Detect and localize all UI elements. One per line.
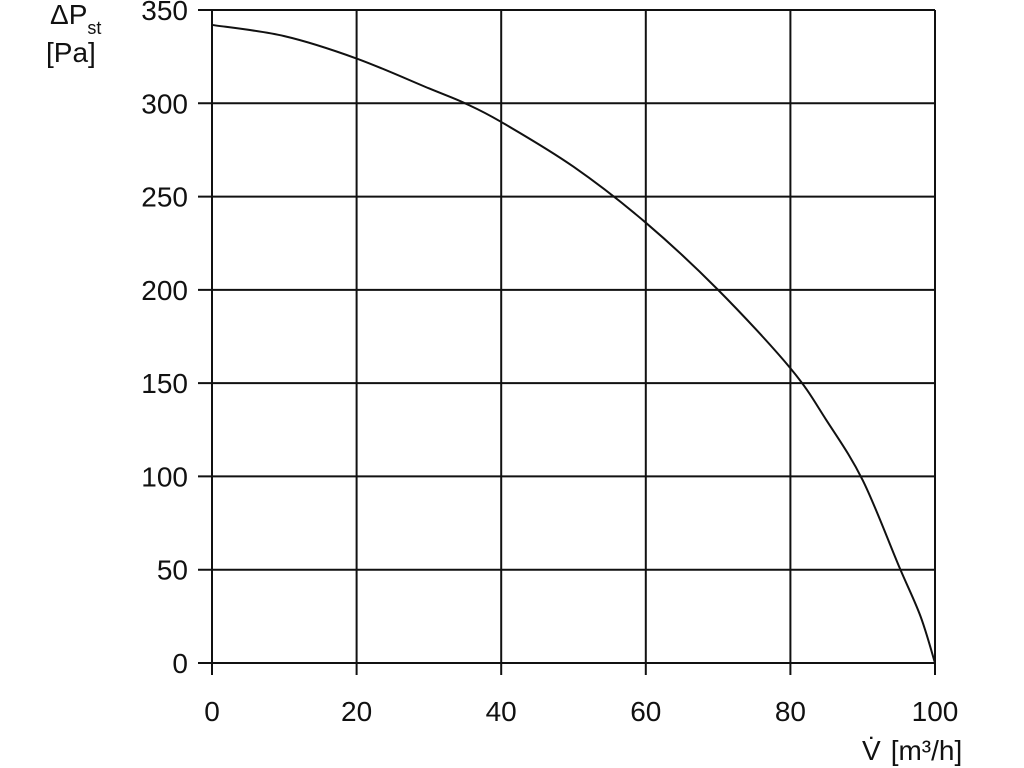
x-tick-label: 0	[204, 696, 220, 727]
x-tick-labels: 0 20 40 60 80 100	[204, 696, 958, 727]
y-tick-label: 350	[141, 0, 188, 26]
y-axis-title: ΔPst	[50, 0, 101, 38]
y-tick-label: 300	[141, 88, 188, 119]
grid	[198, 9, 936, 675]
y-tick-label: 100	[141, 461, 188, 492]
y-tick-label: 200	[141, 275, 188, 306]
y-axis-symbol: ΔP	[50, 0, 87, 30]
x-axis-unit: [m³/h]	[891, 735, 963, 766]
x-tick-label: 80	[775, 696, 806, 727]
y-tick-label: 150	[141, 368, 188, 399]
x-tick-label: 40	[486, 696, 517, 727]
y-axis-subscript: st	[87, 18, 101, 38]
series-layer	[211, 23, 936, 664]
series-line	[211, 23, 936, 664]
y-tick-label: 0	[172, 648, 188, 679]
y-tick-label: 250	[141, 182, 188, 213]
x-axis-title: V̇ [m³/h]	[862, 735, 962, 766]
x-axis-symbol: V̇	[862, 735, 881, 766]
x-tick-label: 100	[912, 696, 959, 727]
x-tick-label: 20	[341, 696, 372, 727]
y-tick-labels: 0 50 100 150 200 250 300 350	[141, 0, 188, 679]
y-tick-label: 50	[157, 555, 188, 586]
x-tick-label: 60	[630, 696, 661, 727]
y-axis-unit: [Pa]	[46, 37, 96, 68]
